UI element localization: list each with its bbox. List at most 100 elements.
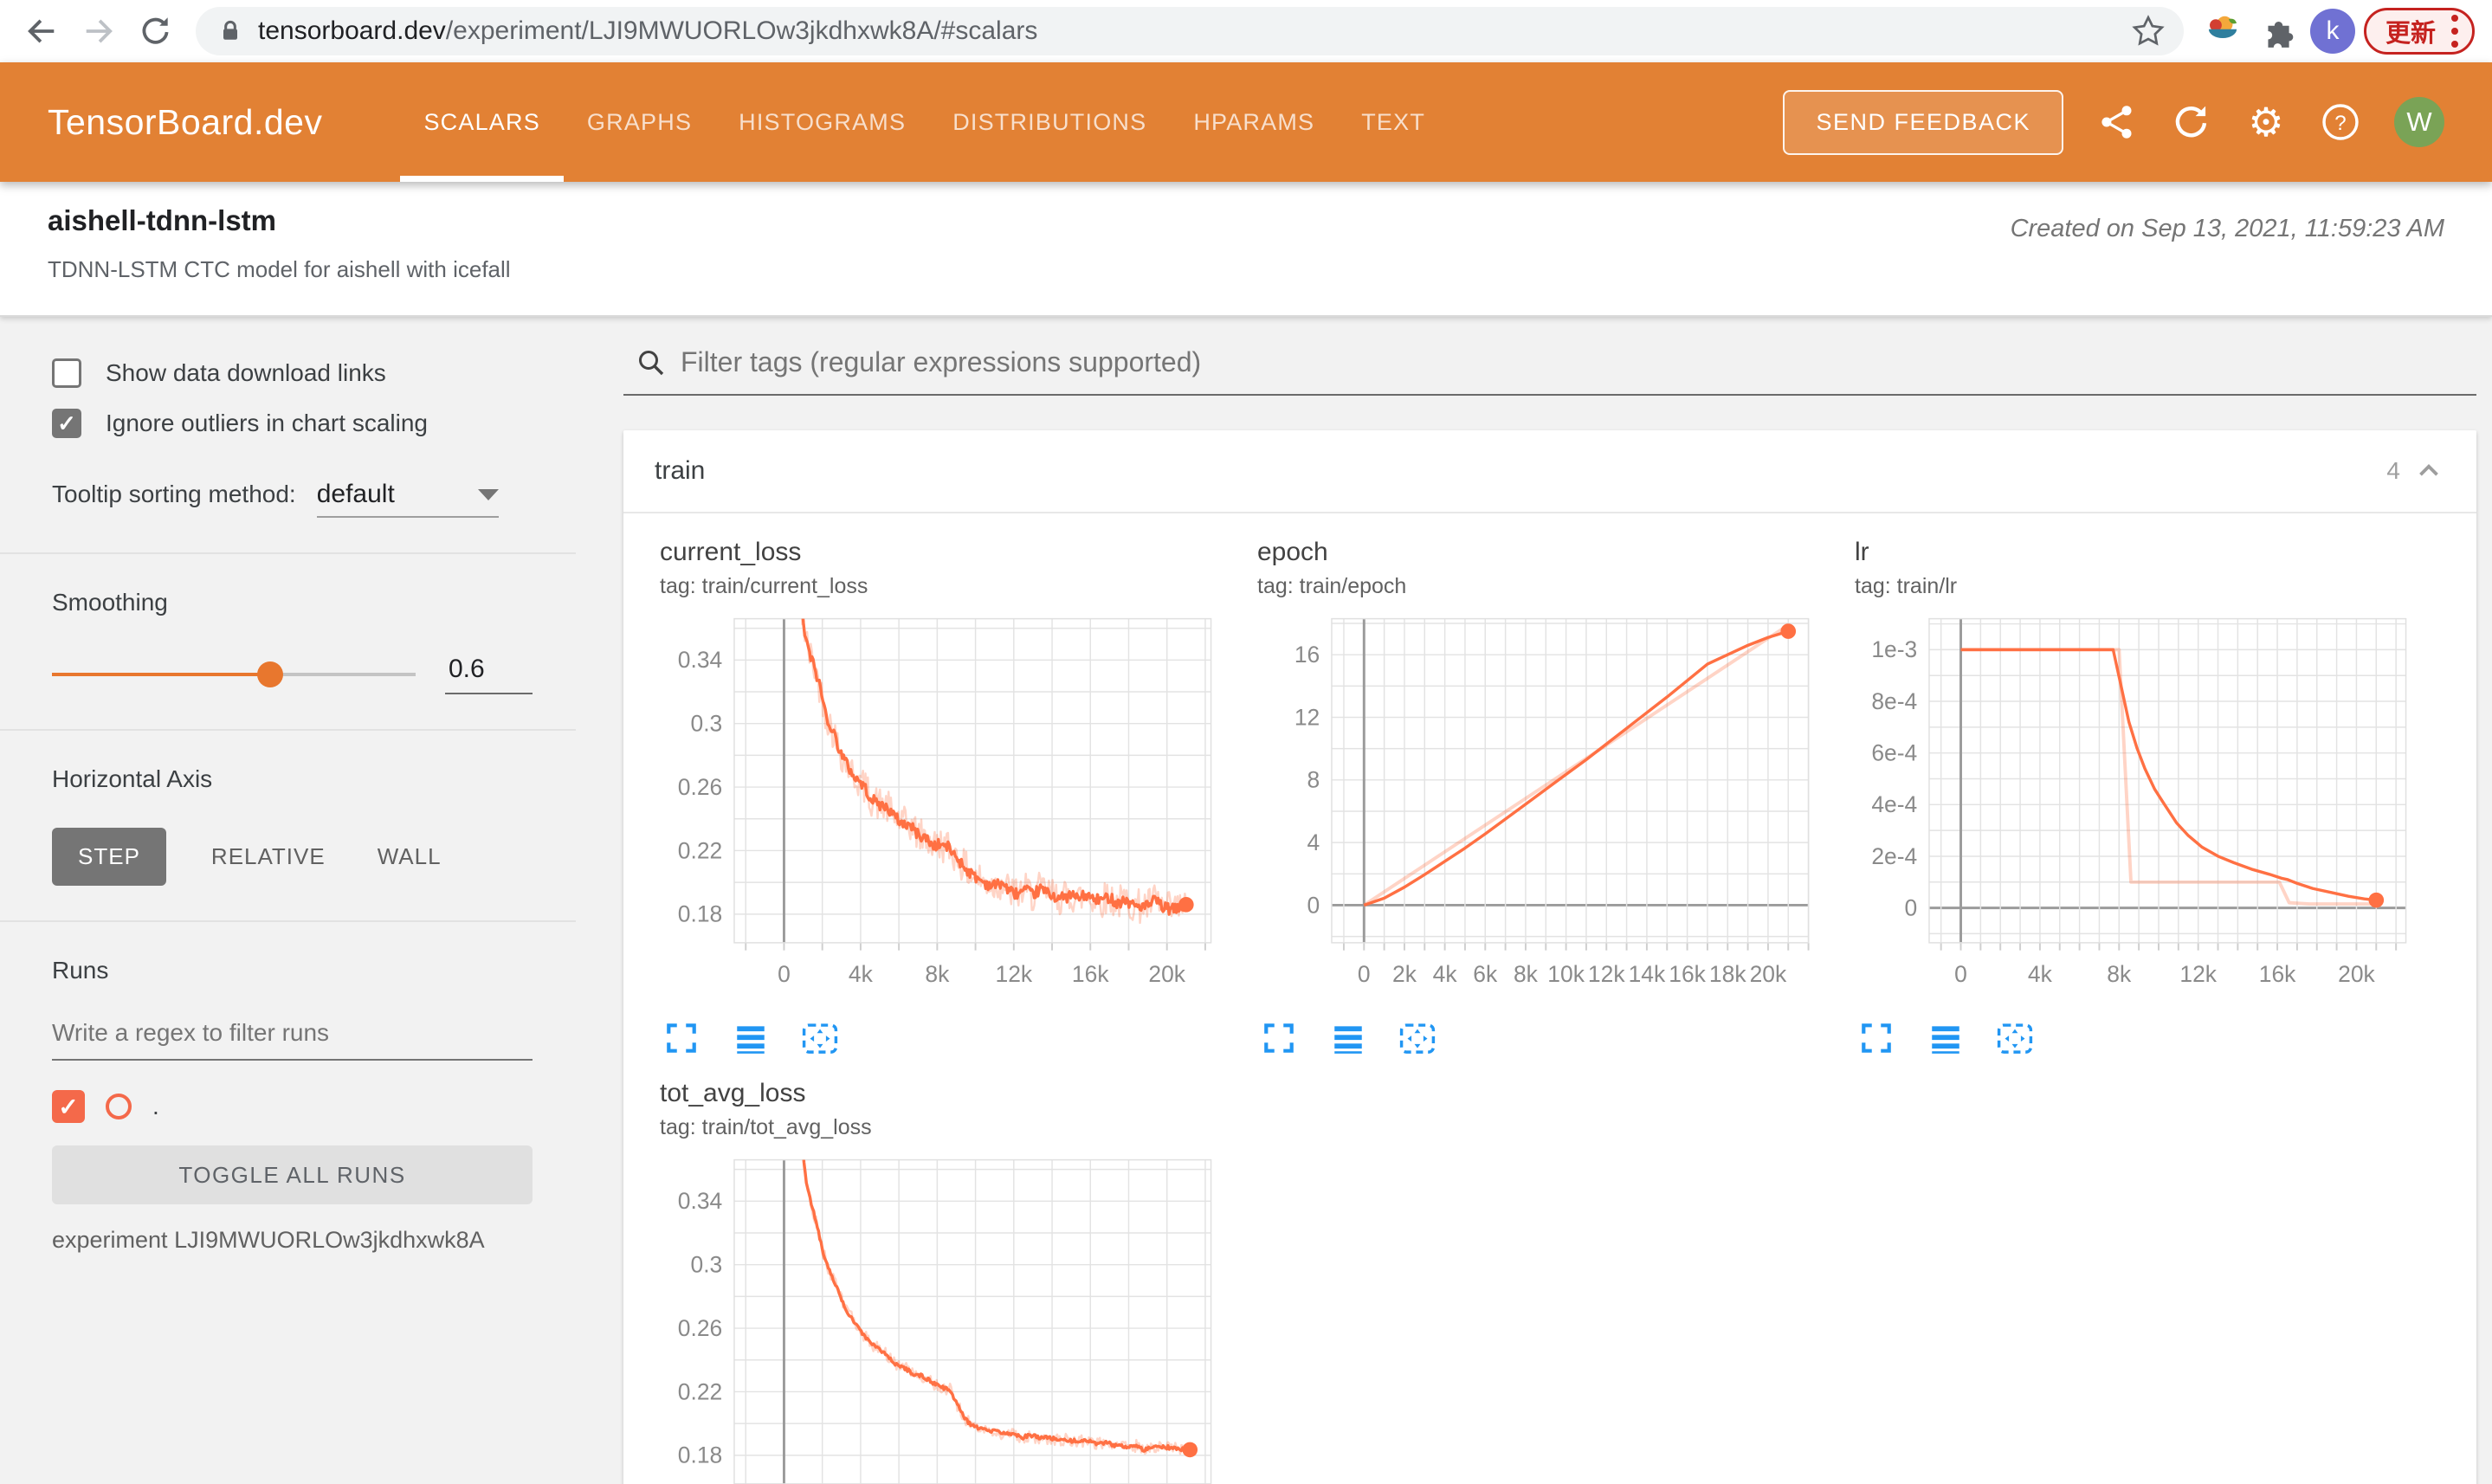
tab-hparams[interactable]: HPARAMS	[1193, 108, 1315, 135]
account-avatar[interactable]: W	[2394, 97, 2444, 147]
svg-text:0.3: 0.3	[690, 711, 722, 737]
axis-option-wall[interactable]: WALL	[377, 843, 442, 869]
chart-tag: tag: train/tot_avg_loss	[660, 1115, 872, 1139]
show-download-links-checkbox[interactable]	[52, 358, 81, 388]
send-feedback-button[interactable]: SEND FEEDBACK	[1783, 89, 2063, 155]
svg-text:0.18: 0.18	[678, 901, 722, 927]
smoothing-slider-handle[interactable]	[257, 661, 283, 687]
toggle-y-axis-icon[interactable]	[1926, 1018, 1966, 1058]
train-card-header[interactable]: train 4	[623, 430, 2476, 513]
reload-data-icon[interactable]	[2171, 101, 2212, 143]
tab-distributions[interactable]: DISTRIBUTIONS	[952, 108, 1147, 135]
svg-text:4: 4	[1307, 829, 1320, 855]
svg-text:16: 16	[1294, 642, 1320, 668]
sidebar-divider	[0, 920, 576, 922]
chart-title: current_loss	[660, 538, 802, 566]
nav-tabs: SCALARS GRAPHS HISTOGRAMS DISTRIBUTIONS …	[400, 62, 1449, 182]
search-icon	[639, 350, 664, 375]
lock-icon	[223, 20, 237, 40]
expand-chart-icon[interactable]	[662, 1018, 701, 1058]
app-logo[interactable]: TensorBoard.dev	[48, 101, 323, 142]
svg-text:12: 12	[1294, 704, 1320, 730]
svg-text:0.22: 0.22	[678, 837, 722, 863]
filter-tags-input[interactable]: Filter tags (regular expressions support…	[623, 346, 2476, 396]
toggle-y-axis-icon[interactable]	[731, 1018, 771, 1058]
chart-current-loss: current_loss tag: train/current_loss 0.3…	[649, 538, 1247, 1058]
smoothing-slider[interactable]	[52, 661, 416, 687]
toggle-y-axis-icon[interactable]	[1328, 1018, 1368, 1058]
svg-text:0: 0	[778, 961, 791, 987]
tab-text[interactable]: TEXT	[1361, 108, 1426, 135]
settings-gear-icon[interactable]: ⚙	[2248, 100, 2284, 145]
chart-tag: tag: train/lr	[1855, 574, 1958, 598]
chevron-up-icon[interactable]	[2412, 455, 2445, 487]
ignore-outliers-checkbox[interactable]: ✓	[52, 409, 81, 438]
browser-forward-button[interactable]	[74, 7, 123, 55]
browser-menu-kebab-icon[interactable]	[2451, 15, 2458, 48]
fit-domain-icon[interactable]	[1995, 1018, 2035, 1058]
fit-domain-icon[interactable]	[800, 1018, 840, 1058]
svg-text:10k: 10k	[1547, 961, 1585, 987]
svg-text:8k: 8k	[2107, 961, 2132, 987]
chart-tot-avg-loss: tot_avg_loss tag: train/tot_avg_loss 0.3…	[649, 1079, 1247, 1484]
runs-label: Runs	[52, 957, 109, 984]
tooltip-sorting-select[interactable]: default	[316, 480, 499, 518]
smoothing-value-input[interactable]: 0.6	[445, 655, 533, 694]
experiment-name: aishell-tdnn-lstm	[48, 204, 277, 236]
svg-text:1e-3: 1e-3	[1871, 636, 1917, 662]
horizontal-axis-toggle-group: STEP RELATIVE WALL	[52, 828, 533, 886]
group-name: train	[655, 456, 706, 485]
toggle-all-runs-button[interactable]: TOGGLE ALL RUNS	[52, 1145, 533, 1204]
url-domain: tensorboard.dev	[258, 16, 446, 45]
tab-graphs[interactable]: GRAPHS	[586, 108, 693, 135]
svg-text:12k: 12k	[1588, 961, 1625, 987]
tab-scalars[interactable]: SCALARS	[400, 62, 563, 182]
show-download-links-row[interactable]: Show data download links	[52, 358, 533, 388]
axis-option-relative[interactable]: RELATIVE	[210, 843, 326, 869]
address-bar[interactable]: tensorboard.dev/experiment/LJI9MWUORLOw3…	[196, 7, 2184, 55]
group-chart-count: 4	[2386, 457, 2400, 484]
svg-text:?: ?	[2334, 112, 2346, 135]
svg-text:18k: 18k	[1709, 961, 1746, 987]
line-chart[interactable]: 0 4 8 12 16 0 2k 4k 6k 8k 10k 12k 14k 16k 18k 20k	[1247, 610, 1832, 1013]
chart-title: lr	[1855, 538, 1869, 566]
line-chart[interactable]: 0 2e-4 4e-4 6e-4 8e-4 1e-3 0 4k 8k 12k 16k 20k	[1844, 610, 2430, 1013]
browser-profile-avatar[interactable]: k	[2309, 9, 2355, 54]
run-row[interactable]: ✓ .	[52, 1090, 533, 1123]
svg-text:20k: 20k	[1148, 961, 1185, 987]
expand-chart-icon[interactable]	[1856, 1018, 1896, 1058]
dashboard-main: Filter tags (regular expressions support…	[576, 317, 2492, 1484]
browser-update-button[interactable]: 更新	[2363, 8, 2475, 55]
browser-back-button[interactable]	[17, 7, 66, 55]
fit-domain-icon[interactable]	[1398, 1018, 1437, 1058]
filter-tags-placeholder: Filter tags (regular expressions support…	[681, 346, 1202, 377]
extension-bowl-icon[interactable]	[2199, 8, 2246, 55]
expand-chart-icon[interactable]	[1259, 1018, 1299, 1058]
axis-option-step[interactable]: STEP	[52, 828, 166, 886]
runs-regex-input[interactable]: Write a regex to filter runs	[52, 1019, 533, 1061]
svg-text:0.26: 0.26	[678, 1315, 722, 1341]
browser-refresh-button[interactable]	[132, 7, 180, 55]
svg-text:0: 0	[1905, 894, 1918, 920]
url-text: tensorboard.dev/experiment/LJI9MWUORLOw3…	[258, 16, 1037, 46]
help-icon[interactable]: ?	[2320, 101, 2361, 143]
svg-text:20k: 20k	[1750, 961, 1787, 987]
tab-histograms[interactable]: HISTOGRAMS	[739, 108, 907, 135]
share-icon[interactable]	[2096, 101, 2138, 143]
tooltip-sorting-label: Tooltip sorting method:	[52, 481, 296, 507]
svg-text:16k: 16k	[1669, 961, 1706, 987]
bookmark-star-icon[interactable]	[2130, 13, 2166, 49]
ignore-outliers-row[interactable]: ✓ Ignore outliers in chart scaling	[52, 409, 533, 438]
svg-text:14k: 14k	[1629, 961, 1666, 987]
run-checkbox[interactable]: ✓	[52, 1090, 85, 1123]
url-path: /experiment/LJI9MWUORLOw3jkdhxwk8A/#scal…	[445, 16, 1038, 45]
svg-text:4k: 4k	[849, 961, 874, 987]
run-color-swatch	[106, 1094, 132, 1119]
svg-text:2k: 2k	[1392, 961, 1417, 987]
svg-text:12k: 12k	[2179, 961, 2217, 987]
chart-title: tot_avg_loss	[660, 1079, 806, 1107]
svg-text:0: 0	[1954, 961, 1967, 987]
extensions-puzzle-icon[interactable]	[2255, 8, 2302, 55]
